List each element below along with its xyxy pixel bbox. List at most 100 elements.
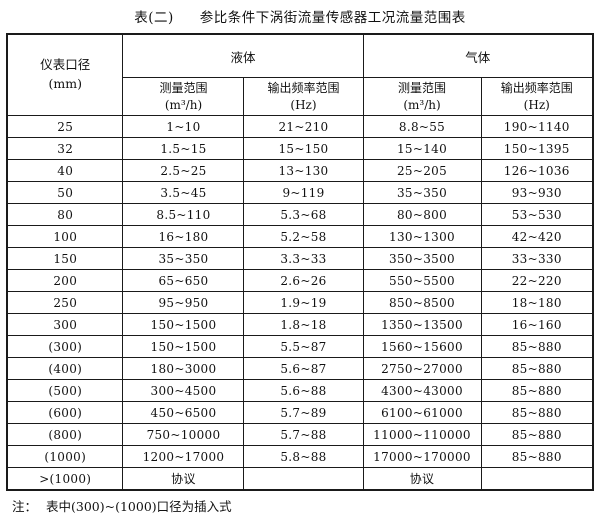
liquid-range-cell: 1.5~15: [122, 137, 245, 160]
header-liquid-freq: 输出频率范围 (Hz): [243, 77, 364, 116]
liquid-range-cell: 1~10: [122, 115, 245, 138]
header-liquid-freq-label: 输出频率范围: [267, 81, 340, 96]
diameter-cell: (500): [6, 379, 124, 402]
liquid-range-cell: 协议: [122, 467, 245, 491]
gas-freq-cell: 22~220: [480, 269, 594, 292]
table-title: 表(二) 参比条件下涡街流量传感器工况流量范围表: [0, 6, 600, 26]
gas-freq-cell: 85~880: [480, 401, 594, 424]
liquid-freq-cell: 5.6~88: [243, 379, 364, 402]
table-row: 100 16~180 5.2~58 130~1300 42~420: [6, 225, 594, 248]
table-row: 40 2.5~25 13~130 25~205 126~1036: [6, 159, 594, 182]
gas-range-cell: 80~800: [362, 203, 482, 226]
header-group-gas: 气体: [362, 33, 594, 78]
liquid-range-cell: 300~4500: [122, 379, 245, 402]
liquid-freq-cell: [243, 467, 364, 491]
table-header: 仪表口径 (mm) 液体 气体 测量范围 (m³/h) 输出频率范围 (Hz) …: [6, 33, 594, 116]
liquid-range-cell: 180~3000: [122, 357, 245, 380]
gas-freq-cell: 93~930: [480, 181, 594, 204]
gas-freq-cell: 85~880: [480, 379, 594, 402]
header-gas-freq-unit: (Hz): [523, 97, 550, 112]
liquid-range-cell: 35~350: [122, 247, 245, 270]
liquid-freq-cell: 2.6~26: [243, 269, 364, 292]
table-row: 300 150~1500 1.8~18 1350~13500 16~160: [6, 313, 594, 336]
gas-freq-cell: [480, 467, 594, 491]
gas-range-cell: 850~8500: [362, 291, 482, 314]
liquid-freq-cell: 1.8~18: [243, 313, 364, 336]
gas-freq-cell: 126~1036: [480, 159, 594, 182]
gas-freq-cell: 190~1140: [480, 115, 594, 138]
diameter-cell: (400): [6, 357, 124, 380]
gas-range-cell: 6100~61000: [362, 401, 482, 424]
liquid-range-cell: 95~950: [122, 291, 245, 314]
liquid-freq-cell: 5.7~89: [243, 401, 364, 424]
table-row: 250 95~950 1.9~19 850~8500 18~180: [6, 291, 594, 314]
diameter-cell: 200: [6, 269, 124, 292]
header-liquid-range-label: 测量范围: [159, 81, 208, 96]
gas-freq-cell: 85~880: [480, 423, 594, 446]
liquid-range-cell: 65~650: [122, 269, 245, 292]
gas-range-cell: 8.8~55: [362, 115, 482, 138]
diameter-cell: 25: [6, 115, 124, 138]
table-row: (1000) 1200~17000 5.8~88 17000~170000 85~880: [6, 445, 594, 468]
gas-freq-cell: 85~880: [480, 445, 594, 468]
header-group-row: 仪表口径 (mm) 液体 气体: [6, 33, 594, 116]
header-diameter-unit: (mm): [48, 76, 82, 91]
diameter-cell: 250: [6, 291, 124, 314]
header-liquid-range: 测量范围 (m³/h): [122, 77, 245, 116]
gas-freq-cell: 18~180: [480, 291, 594, 314]
gas-range-cell: 15~140: [362, 137, 482, 160]
diameter-cell: 100: [6, 225, 124, 248]
footnote: 注： 表中(300)~(1000)口径为插入式: [12, 496, 600, 515]
table-title-number: 表(二): [134, 10, 174, 26]
liquid-range-cell: 450~6500: [122, 401, 245, 424]
table-row: 150 35~350 3.3~33 350~3500 33~330: [6, 247, 594, 270]
table-row: >(1000) 协议 协议: [6, 467, 594, 491]
header-diameter: 仪表口径 (mm): [6, 33, 124, 116]
diameter-cell: 80: [6, 203, 124, 226]
header-liquid-range-unit: (m³/h): [164, 97, 203, 112]
table-row: (600) 450~6500 5.7~89 6100~61000 85~880: [6, 401, 594, 424]
diameter-cell: (600): [6, 401, 124, 424]
diameter-cell: 150: [6, 247, 124, 270]
liquid-freq-cell: 5.6~87: [243, 357, 364, 380]
table-body: 25 1~10 21~210 8.8~55 190~1140 32 1.5~15 15~150…: [6, 115, 594, 491]
header-group-liquid: 液体: [122, 33, 364, 78]
liquid-range-cell: 1200~17000: [122, 445, 245, 468]
header-liquid-freq-unit: (Hz): [290, 97, 317, 112]
gas-freq-cell: 42~420: [480, 225, 594, 248]
gas-freq-cell: 16~160: [480, 313, 594, 336]
liquid-freq-cell: 5.8~88: [243, 445, 364, 468]
liquid-range-cell: 150~1500: [122, 335, 245, 358]
diameter-cell: (1000): [6, 445, 124, 468]
header-gas-freq: 输出频率范围 (Hz): [480, 77, 594, 116]
liquid-range-cell: 16~180: [122, 225, 245, 248]
liquid-range-cell: 3.5~45: [122, 181, 245, 204]
gas-range-cell: 1350~13500: [362, 313, 482, 336]
liquid-freq-cell: 1.9~19: [243, 291, 364, 314]
table-title-text: 参比条件下涡街流量传感器工况流量范围表: [199, 10, 466, 26]
gas-freq-cell: 85~880: [480, 357, 594, 380]
liquid-freq-cell: 5.2~58: [243, 225, 364, 248]
diameter-cell: (300): [6, 335, 124, 358]
gas-range-cell: 11000~110000: [362, 423, 482, 446]
gas-range-cell: 550~5500: [362, 269, 482, 292]
liquid-freq-cell: 5.7~88: [243, 423, 364, 446]
gas-range-cell: 25~205: [362, 159, 482, 182]
table-row: (500) 300~4500 5.6~88 4300~43000 85~880: [6, 379, 594, 402]
liquid-range-cell: 8.5~110: [122, 203, 245, 226]
diameter-cell: 40: [6, 159, 124, 182]
gas-freq-cell: 85~880: [480, 335, 594, 358]
diameter-cell: 32: [6, 137, 124, 160]
table-row: 25 1~10 21~210 8.8~55 190~1140: [6, 115, 594, 138]
flow-range-table: 仪表口径 (mm) 液体 气体 测量范围 (m³/h) 输出频率范围 (Hz) …: [5, 33, 595, 491]
gas-range-cell: 35~350: [362, 181, 482, 204]
gas-range-cell: 协议: [362, 467, 482, 491]
table-row: 80 8.5~110 5.3~68 80~800 53~530: [6, 203, 594, 226]
table-row: (300) 150~1500 5.5~87 1560~15600 85~880: [6, 335, 594, 358]
header-diameter-label: 仪表口径: [40, 57, 91, 73]
table-row: 32 1.5~15 15~150 15~140 150~1395: [6, 137, 594, 160]
gas-freq-cell: 33~330: [480, 247, 594, 270]
gas-range-cell: 1560~15600: [362, 335, 482, 358]
table-row: 200 65~650 2.6~26 550~5500 22~220: [6, 269, 594, 292]
